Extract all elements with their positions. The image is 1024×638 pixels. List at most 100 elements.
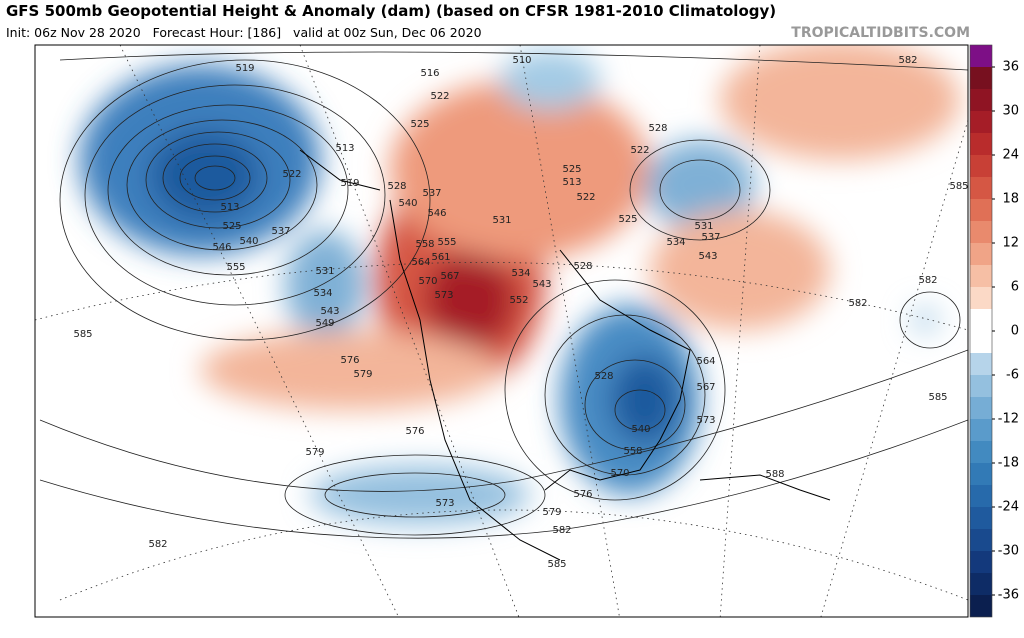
contour-label: 522 <box>282 169 301 180</box>
contour-label: 570 <box>610 468 629 479</box>
contour-label: 588 <box>765 469 784 480</box>
colorbar-band <box>970 397 992 419</box>
colorbar-tick-label: -6 <box>1006 368 1019 383</box>
map <box>35 45 968 617</box>
contour-label: 579 <box>542 507 561 518</box>
contour-label: 543 <box>532 279 551 290</box>
colorbar-band <box>970 67 992 89</box>
contour-label: 540 <box>631 424 650 435</box>
contour-label: 525 <box>562 164 581 175</box>
contour-label: 585 <box>949 181 968 192</box>
contour-label: 576 <box>405 426 424 437</box>
contour-label: 525 <box>410 119 429 130</box>
contour-label: 528 <box>594 371 613 382</box>
colorbar-band <box>970 309 992 331</box>
colorbar-band <box>970 243 992 265</box>
colorbar-tick-label: -24 <box>998 500 1019 515</box>
contour-label: 585 <box>547 559 566 570</box>
colorbar-band <box>970 331 992 353</box>
colorbar-band <box>970 375 992 397</box>
graticule <box>35 45 968 617</box>
contour-label: 567 <box>440 271 459 282</box>
contour-label: 579 <box>353 369 372 380</box>
map-frame <box>34 44 969 618</box>
contour-label: 522 <box>576 192 595 203</box>
contour-label: 582 <box>898 55 917 66</box>
contour-label: 534 <box>666 237 685 248</box>
colorbar-band <box>970 551 992 573</box>
contour-label: 540 <box>239 236 258 247</box>
colorbar-band <box>970 353 992 375</box>
contour-label: 573 <box>435 498 454 509</box>
contour-label: 516 <box>420 68 439 79</box>
colorbar-tick-label: 36 <box>1002 60 1019 75</box>
contour-label: 510 <box>512 55 531 66</box>
colorbar-tick-label: -12 <box>998 412 1019 427</box>
colorbar-band <box>970 595 992 617</box>
colorbar-band <box>970 45 992 67</box>
height-contours <box>39 51 968 539</box>
title: GFS 500mb Geopotential Height & Anomaly … <box>6 2 776 20</box>
colorbar-band <box>970 111 992 133</box>
contour-label: 561 <box>431 252 450 263</box>
colorbar-band <box>970 265 992 287</box>
contour-label: 525 <box>222 221 241 232</box>
contour-label: 585 <box>73 329 92 340</box>
colorbar-tick-label: 30 <box>1002 104 1019 119</box>
colorbar-band <box>970 155 992 177</box>
contour-label: 534 <box>511 268 530 279</box>
contour-label: 576 <box>340 355 359 366</box>
colorbar-band <box>970 419 992 441</box>
contour-label: 570 <box>418 276 437 287</box>
contour-label: 555 <box>437 237 456 248</box>
colorbar-band <box>970 573 992 595</box>
colorbar-band <box>970 133 992 155</box>
subtitle: Init: 06z Nov 28 2020 Forecast Hour: [18… <box>6 25 482 40</box>
watermark: TROPICALTIDBITS.COM <box>791 25 970 41</box>
contour-label: 537 <box>422 188 441 199</box>
coastlines <box>299 149 831 561</box>
contour-label: 576 <box>573 489 592 500</box>
contour-label: 528 <box>573 261 592 272</box>
contour-label: 564 <box>411 257 430 268</box>
colorbar-tick-label: -18 <box>998 456 1019 471</box>
colorbar-band <box>970 199 992 221</box>
contour-label: 531 <box>492 215 511 226</box>
contour-label: 543 <box>698 251 717 262</box>
colorbar-tick-label: 24 <box>1002 148 1019 163</box>
contour-label: 531 <box>694 221 713 232</box>
contour-label: 528 <box>648 123 667 134</box>
colorbar: 36 30 24 18 12 6 0 -6 -12 -18 -24 -30 -36 <box>969 44 1019 618</box>
colorbar-band <box>970 529 992 551</box>
contour-label: 582 <box>148 539 167 550</box>
colorbar-band <box>970 507 992 529</box>
contour-label: 558 <box>623 446 642 457</box>
contour-label: 585 <box>928 392 947 403</box>
contour-label: 579 <box>305 447 324 458</box>
contour-label: 549 <box>315 318 334 329</box>
contour-label: 513 <box>562 177 581 188</box>
contour-label: 552 <box>509 295 528 306</box>
contour-label: 546 <box>212 242 231 253</box>
contour-label: 519 <box>340 178 359 189</box>
colorbar-tick-label: 0 <box>1011 324 1019 339</box>
colorbar-band <box>970 177 992 199</box>
contour-label: 555 <box>226 262 245 273</box>
contour-label: 534 <box>313 288 332 299</box>
colorbar-tick-label: 18 <box>1002 192 1019 207</box>
colorbar-band <box>970 485 992 507</box>
colorbar-band <box>970 287 992 309</box>
contour-label: 513 <box>335 143 354 154</box>
contour-label: 525 <box>618 214 637 225</box>
contour-label: 564 <box>696 356 715 367</box>
colorbar-band <box>970 221 992 243</box>
contour-label: 531 <box>315 266 334 277</box>
contour-label: 582 <box>552 525 571 536</box>
contour-label: 522 <box>430 91 449 102</box>
contour-label: 582 <box>848 298 867 309</box>
contour-label: 522 <box>630 145 649 156</box>
colorbar-tick-label: 12 <box>1002 236 1019 251</box>
colorbar-tick-label: -36 <box>998 588 1019 603</box>
contour-label: 519 <box>235 63 254 74</box>
